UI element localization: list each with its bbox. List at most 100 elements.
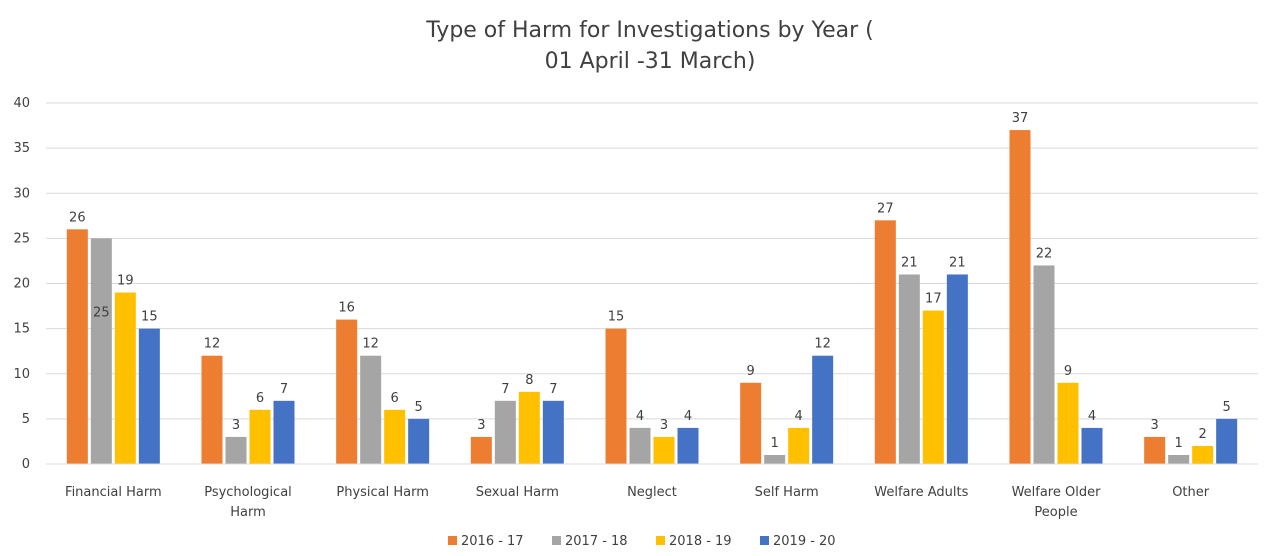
data-label: 22 [1036,246,1053,261]
data-label: 3 [660,418,668,433]
bar [1057,382,1079,464]
legend-swatch [656,536,665,545]
y-axis: 0 5 10 15 20 25 30 35 40 [13,96,30,472]
data-label: 3 [232,418,240,433]
data-label: 5 [1223,400,1231,415]
bar [273,400,295,464]
x-tick-label: Sexual Harm [476,485,559,500]
data-label: 4 [1088,409,1096,424]
bar [336,319,358,464]
bar [408,418,430,464]
bar [788,427,810,464]
x-tick-label: People [1034,505,1077,520]
data-label: 7 [549,382,557,397]
data-label: 3 [477,418,485,433]
legend-swatch [552,536,561,545]
data-label: 9 [747,364,755,379]
bar [1192,445,1214,464]
bars: 2625191512367161265378715434914122721172… [66,111,1238,464]
data-label: 15 [608,310,625,325]
data-label: 25 [93,305,110,320]
bar [138,328,160,464]
x-axis: Financial Harm Psychological Harm Physical … [46,463,1258,520]
chart-title-line-1: Type of Harm for Investigations by Year … [425,18,873,43]
data-label: 12 [204,337,221,352]
data-label: 4 [684,409,692,424]
bar [249,409,271,464]
bar [812,355,834,464]
y-tick-label: 10 [13,367,30,382]
x-tick-label: Physical Harm [336,485,429,500]
y-tick-label: 5 [22,412,30,427]
x-tick-label: Other [1172,485,1210,500]
x-tick-label: Financial Harm [65,485,162,500]
data-label: 12 [814,337,831,352]
bar [66,229,88,464]
data-label: 7 [501,382,509,397]
y-tick-label: 0 [22,457,30,472]
bar [1144,436,1166,464]
legend: 2016 - 17 2017 - 18 2018 - 19 2019 - 20 [448,534,836,549]
data-label: 37 [1012,111,1029,126]
data-label: 12 [362,337,379,352]
bar [360,355,382,464]
bar [677,427,699,464]
bar [1216,418,1238,464]
bar [605,328,627,464]
bar [384,409,406,464]
legend-label: 2017 - 18 [565,534,628,549]
bar [225,436,247,464]
data-label: 15 [141,310,158,325]
data-label: 1 [771,436,779,451]
data-label: 26 [69,210,86,225]
data-label: 6 [256,391,264,406]
bar [1009,130,1031,464]
y-tick-label: 30 [13,186,30,201]
bar [470,436,492,464]
bar [764,454,786,464]
x-tick-label: Welfare Older [1012,485,1102,500]
data-label: 1 [1175,436,1183,451]
x-tick-label: Neglect [627,485,677,500]
bar [922,310,944,464]
data-label: 9 [1064,364,1072,379]
data-label: 2 [1199,427,1207,442]
data-label: 21 [949,255,966,270]
data-label: 19 [117,274,134,289]
bar [542,400,564,464]
bar [740,382,762,464]
bar [90,238,112,464]
bar [1033,265,1055,464]
data-label: 4 [795,409,803,424]
y-tick-label: 25 [13,231,30,246]
bar [874,220,896,464]
legend-label: 2016 - 17 [461,534,524,549]
legend-label: 2019 - 20 [773,534,836,549]
bar [898,274,920,464]
data-label: 16 [338,301,355,316]
legend-swatch [448,536,457,545]
gridlines [46,102,1258,465]
bar [1168,454,1190,464]
data-label: 27 [877,201,894,216]
legend-label: 2018 - 19 [669,534,732,549]
x-tick-label: Psychological [204,485,292,500]
x-tick-label: Self Harm [755,485,819,500]
legend-swatch [760,536,769,545]
bar [946,274,968,464]
y-tick-label: 20 [13,277,30,292]
x-tick-label: Harm [230,505,266,520]
data-label: 4 [636,409,644,424]
chart-title-line-2: 01 April -31 March) [545,49,756,74]
bar [201,355,223,464]
data-label: 17 [925,292,942,307]
bar [114,292,136,464]
data-label: 5 [415,400,423,415]
data-label: 3 [1151,418,1159,433]
data-label: 6 [391,391,399,406]
bar [494,400,516,464]
data-label: 8 [525,373,533,388]
x-tick-label: Welfare Adults [874,485,968,500]
y-tick-label: 35 [13,141,30,156]
